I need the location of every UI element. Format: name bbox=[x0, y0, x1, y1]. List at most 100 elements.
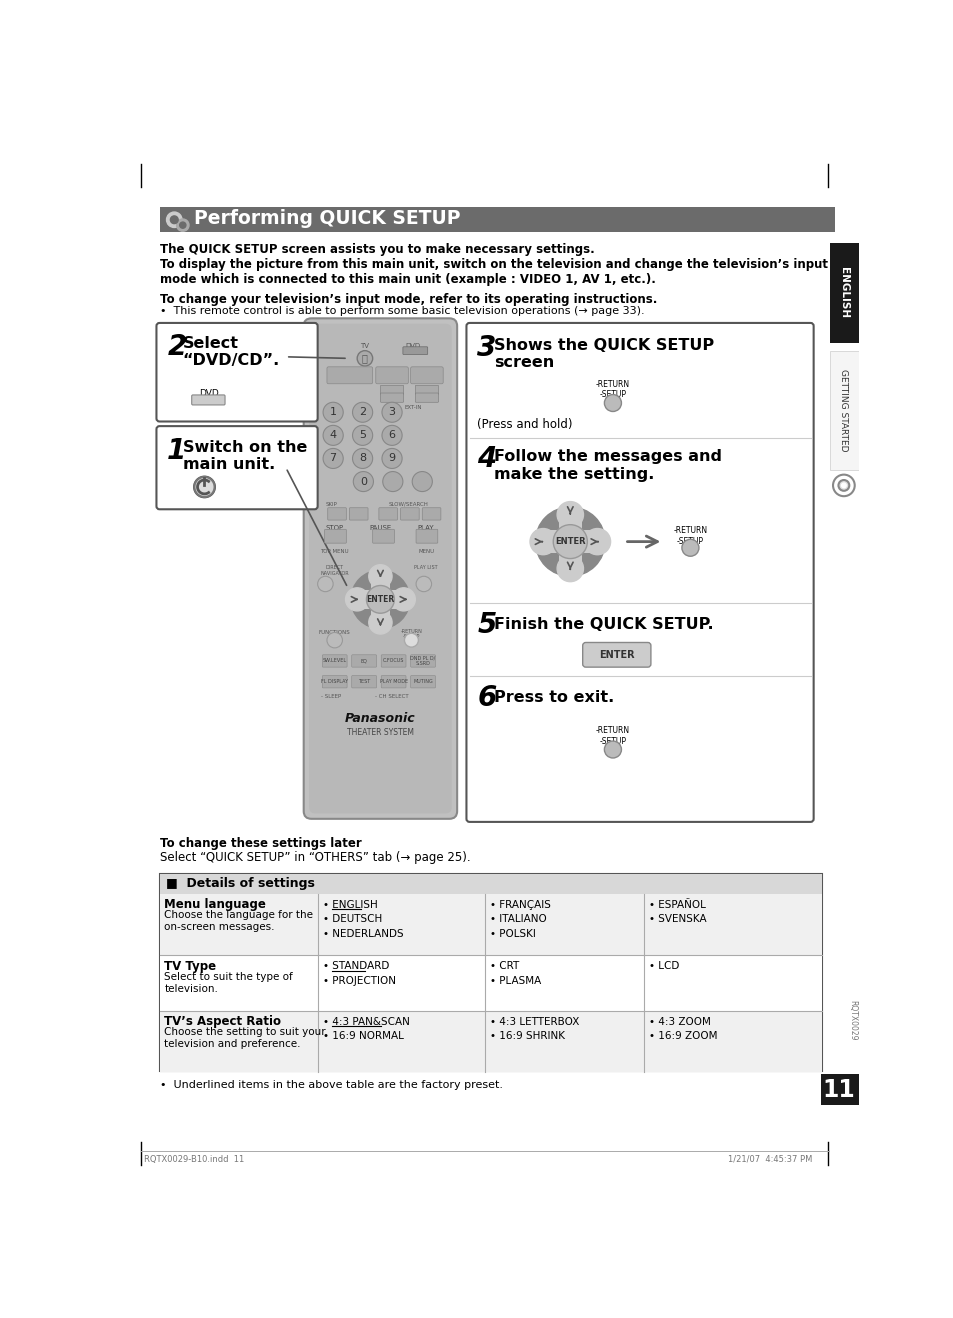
Text: FUNCTIONS: FUNCTIONS bbox=[318, 630, 350, 635]
Circle shape bbox=[317, 576, 333, 592]
FancyBboxPatch shape bbox=[324, 530, 346, 543]
Circle shape bbox=[557, 502, 583, 527]
Circle shape bbox=[345, 588, 369, 612]
FancyBboxPatch shape bbox=[328, 507, 346, 521]
Text: DVD: DVD bbox=[405, 343, 420, 349]
Text: Press to exit.: Press to exit. bbox=[494, 691, 614, 705]
Text: To change your television’s input mode, refer to its operating instructions.: To change your television’s input mode, … bbox=[159, 293, 657, 306]
Circle shape bbox=[382, 472, 402, 492]
FancyBboxPatch shape bbox=[381, 676, 406, 688]
Text: - SLEEP: - SLEEP bbox=[320, 695, 340, 699]
Circle shape bbox=[381, 426, 402, 445]
FancyBboxPatch shape bbox=[402, 347, 427, 355]
FancyBboxPatch shape bbox=[156, 426, 317, 509]
Circle shape bbox=[353, 426, 373, 445]
Text: 6: 6 bbox=[388, 431, 395, 440]
Text: TV Type: TV Type bbox=[164, 960, 216, 973]
Bar bbox=[535, 530, 604, 554]
Bar bbox=[159, 874, 821, 894]
Text: 3: 3 bbox=[388, 407, 395, 418]
Circle shape bbox=[681, 539, 699, 556]
Circle shape bbox=[392, 588, 415, 612]
Circle shape bbox=[553, 525, 587, 559]
Text: 11: 11 bbox=[822, 1078, 855, 1102]
Text: ■  Details of settings: ■ Details of settings bbox=[166, 876, 314, 890]
Text: • NEDERLANDS: • NEDERLANDS bbox=[323, 929, 403, 938]
Text: SW.LEVEL: SW.LEVEL bbox=[322, 659, 346, 663]
Text: PLAY MODE: PLAY MODE bbox=[379, 679, 407, 684]
Text: 1: 1 bbox=[330, 407, 336, 418]
Text: Choose the language for the
on-screen messages.: Choose the language for the on-screen me… bbox=[164, 911, 313, 932]
Circle shape bbox=[194, 477, 214, 497]
Circle shape bbox=[353, 448, 373, 468]
Circle shape bbox=[356, 351, 373, 366]
Text: Shows the QUICK SETUP
screen: Shows the QUICK SETUP screen bbox=[494, 337, 714, 370]
Circle shape bbox=[327, 633, 342, 648]
Text: • POLSKI: • POLSKI bbox=[489, 929, 535, 938]
FancyBboxPatch shape bbox=[400, 507, 418, 521]
Text: 6: 6 bbox=[476, 684, 496, 712]
FancyBboxPatch shape bbox=[380, 393, 403, 402]
Circle shape bbox=[369, 564, 392, 588]
FancyBboxPatch shape bbox=[415, 385, 438, 394]
Text: 2: 2 bbox=[358, 407, 366, 418]
FancyBboxPatch shape bbox=[416, 530, 437, 543]
Text: Choose the setting to suit your
television and preference.: Choose the setting to suit your televisi… bbox=[164, 1028, 326, 1049]
Text: ENTER: ENTER bbox=[598, 650, 634, 660]
Text: 3: 3 bbox=[476, 333, 496, 361]
Circle shape bbox=[323, 402, 343, 422]
Text: TEST: TEST bbox=[357, 679, 370, 684]
Text: To display the picture from this main unit, switch on the television and change : To display the picture from this main un… bbox=[159, 258, 826, 286]
Bar bbox=[829, 351, 858, 471]
Text: Select to suit the type of
television.: Select to suit the type of television. bbox=[164, 973, 293, 994]
Text: • 16:9 NORMAL: • 16:9 NORMAL bbox=[323, 1032, 403, 1041]
Text: -RETURN
-SETUP: -RETURN -SETUP bbox=[596, 726, 629, 746]
Circle shape bbox=[353, 402, 373, 422]
Circle shape bbox=[369, 612, 392, 634]
Text: SKIP: SKIP bbox=[325, 502, 337, 506]
Text: To change these settings later: To change these settings later bbox=[159, 837, 361, 850]
Text: 5: 5 bbox=[358, 431, 366, 440]
FancyBboxPatch shape bbox=[410, 655, 435, 667]
Text: RQTX0029: RQTX0029 bbox=[847, 1000, 856, 1041]
Text: 4: 4 bbox=[329, 431, 336, 440]
Text: • FRANÇAIS: • FRANÇAIS bbox=[489, 900, 550, 909]
Text: •  Underlined items in the above table are the factory preset.: • Underlined items in the above table ar… bbox=[159, 1079, 502, 1090]
Text: • PROJECTION: • PROJECTION bbox=[323, 975, 395, 986]
Text: PAUSE: PAUSE bbox=[369, 525, 391, 531]
Bar bbox=[159, 874, 821, 1070]
Text: -RETURN
-SETUP: -RETURN -SETUP bbox=[400, 629, 422, 639]
Circle shape bbox=[583, 529, 610, 555]
Circle shape bbox=[412, 472, 432, 492]
Text: Follow the messages and
make the setting.: Follow the messages and make the setting… bbox=[494, 449, 721, 481]
Text: Performing QUICK SETUP: Performing QUICK SETUP bbox=[193, 210, 459, 228]
Text: (Press and hold): (Press and hold) bbox=[476, 418, 572, 431]
Text: 0: 0 bbox=[359, 477, 367, 486]
Text: ENTER: ENTER bbox=[366, 594, 395, 604]
Circle shape bbox=[167, 212, 182, 228]
Text: THEATER SYSTEM: THEATER SYSTEM bbox=[347, 728, 414, 737]
Text: 2: 2 bbox=[167, 333, 187, 361]
Text: -RETURN
-SETUP: -RETURN -SETUP bbox=[673, 526, 707, 546]
FancyBboxPatch shape bbox=[466, 323, 813, 822]
Bar bbox=[351, 590, 410, 609]
FancyBboxPatch shape bbox=[349, 507, 368, 521]
FancyBboxPatch shape bbox=[410, 676, 435, 688]
FancyBboxPatch shape bbox=[375, 366, 408, 384]
FancyBboxPatch shape bbox=[415, 393, 438, 402]
Circle shape bbox=[353, 472, 373, 492]
Text: Menu language: Menu language bbox=[164, 898, 266, 911]
Text: STOP: STOP bbox=[325, 525, 343, 531]
Text: DND PL D/
S.SRD: DND PL D/ S.SRD bbox=[410, 655, 436, 667]
Text: 4: 4 bbox=[476, 445, 496, 473]
Circle shape bbox=[179, 221, 186, 228]
Circle shape bbox=[351, 571, 410, 629]
Text: DIRECT
NAVIGATOR: DIRECT NAVIGATOR bbox=[320, 564, 349, 576]
Circle shape bbox=[535, 507, 604, 576]
Text: • ITALIANO: • ITALIANO bbox=[489, 915, 546, 924]
Text: TV’s Aspect Ratio: TV’s Aspect Ratio bbox=[164, 1015, 281, 1028]
Circle shape bbox=[404, 633, 418, 647]
Text: ⏻: ⏻ bbox=[361, 353, 368, 364]
FancyBboxPatch shape bbox=[380, 385, 403, 394]
Text: Switch on the
main unit.: Switch on the main unit. bbox=[183, 440, 307, 472]
